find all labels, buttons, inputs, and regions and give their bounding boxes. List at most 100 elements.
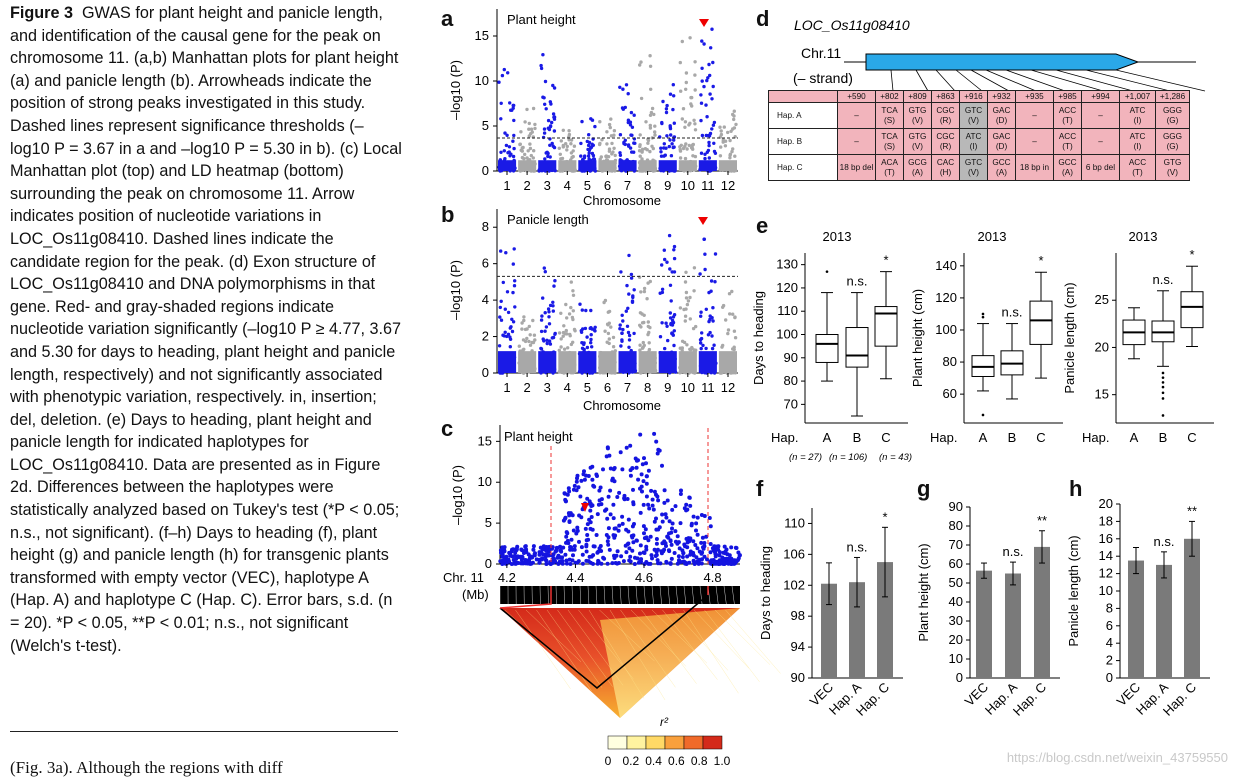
snp-point	[607, 311, 610, 314]
snp-point	[505, 134, 508, 137]
snp-point	[514, 562, 518, 566]
legend-tick-label: 0	[605, 754, 612, 768]
snp-point	[695, 546, 699, 550]
snp-point	[573, 145, 576, 148]
snp-point	[525, 337, 528, 340]
dense-snp-band	[699, 160, 717, 171]
chromosome-points-7	[618, 83, 637, 173]
snp-point	[681, 117, 684, 120]
snp-point	[694, 529, 698, 533]
snp-point	[511, 140, 514, 143]
chromosome-points-4	[558, 129, 577, 173]
snp-point	[519, 143, 522, 146]
snp-point	[512, 155, 515, 158]
variant-cell: 6 bp del	[1082, 155, 1120, 181]
y-axis-label: Plant height (cm)	[910, 289, 925, 387]
caption-divider	[10, 731, 398, 732]
snp-point	[510, 562, 514, 566]
snp-point	[644, 560, 648, 564]
snp-point	[567, 486, 571, 490]
snp-point	[673, 245, 676, 248]
snp-point	[707, 141, 710, 144]
x-tick-label: 6	[604, 178, 611, 193]
snp-point	[589, 341, 592, 344]
snp-point	[521, 149, 524, 152]
snp-point	[631, 296, 634, 299]
snp-point	[501, 74, 504, 77]
snp-point	[546, 553, 550, 557]
snp-point	[680, 548, 684, 552]
snp-point	[688, 536, 692, 540]
snp-point	[583, 478, 587, 482]
snp-point	[694, 128, 697, 131]
snp-point	[548, 322, 551, 325]
snp-point	[527, 340, 530, 343]
snp-point	[507, 311, 510, 314]
snp-point	[656, 528, 660, 532]
snp-point	[614, 154, 617, 157]
snp-point	[644, 120, 647, 123]
snp-point	[687, 496, 691, 500]
snp-point	[633, 556, 637, 560]
snp-point	[570, 343, 573, 346]
snp-point	[498, 315, 501, 318]
snp-point	[662, 501, 666, 505]
snp-point	[533, 123, 536, 126]
variant-spoke	[936, 70, 955, 91]
chromosome-points-12	[718, 110, 737, 173]
snp-point	[573, 544, 577, 548]
x-tick-label: C	[881, 430, 890, 445]
snp-point	[712, 85, 715, 88]
y-axis-label: –log10 (P)	[450, 465, 465, 525]
y-tick-label: 6	[1106, 618, 1113, 633]
snp-point	[583, 154, 586, 157]
snp-point	[508, 335, 511, 338]
snp-point	[605, 130, 608, 133]
snp-point	[704, 347, 707, 350]
snp-point	[672, 138, 675, 141]
chromosome-points-8	[638, 276, 657, 375]
snp-point	[579, 154, 582, 157]
snp-point	[655, 542, 659, 546]
snp-point	[562, 129, 565, 132]
y-tick-label: 20	[1099, 496, 1113, 511]
snp-point	[508, 101, 511, 104]
chromosome-points-4	[558, 280, 577, 374]
snp-point	[709, 550, 713, 554]
snp-point	[724, 144, 727, 147]
plot-title: Panicle length	[507, 212, 589, 227]
snp-point	[672, 315, 675, 318]
chromosome-points-2	[517, 315, 536, 375]
snp-point	[612, 467, 616, 471]
chromosome-points-6	[598, 117, 617, 172]
snp-point	[640, 97, 643, 100]
snp-point	[565, 559, 569, 563]
snp-point	[571, 553, 575, 557]
outlier-point	[1162, 386, 1165, 389]
snp-point	[632, 502, 636, 506]
legend-swatch	[646, 736, 665, 749]
y-tick-label: 50	[949, 575, 963, 590]
snp-point	[621, 522, 625, 526]
snp-point	[550, 561, 554, 565]
chromosome-points-2	[518, 107, 537, 173]
x-tick-label: 6	[604, 380, 611, 395]
haplotype-row: Hap. A–TCA(S)GTG(V)CGC(R)GTC(V)GAC(D)–AC…	[769, 103, 1190, 129]
snp-point	[608, 337, 611, 340]
chromosome-points-1	[497, 68, 516, 173]
snp-point	[532, 107, 535, 110]
x-tick-label: A	[823, 430, 832, 445]
exon-arrow	[866, 54, 1138, 70]
snp-point	[571, 558, 575, 562]
dense-snp-band	[619, 351, 637, 373]
snp-point	[654, 440, 658, 444]
iqr-box	[1030, 301, 1052, 344]
snp-point	[512, 134, 515, 137]
snp-point	[551, 556, 555, 560]
snp-point	[600, 138, 603, 141]
snp-point	[632, 151, 635, 154]
snp-point	[540, 556, 544, 560]
snp-point	[586, 140, 589, 143]
significance-mark: *	[1189, 247, 1194, 262]
snp-point	[582, 472, 586, 476]
